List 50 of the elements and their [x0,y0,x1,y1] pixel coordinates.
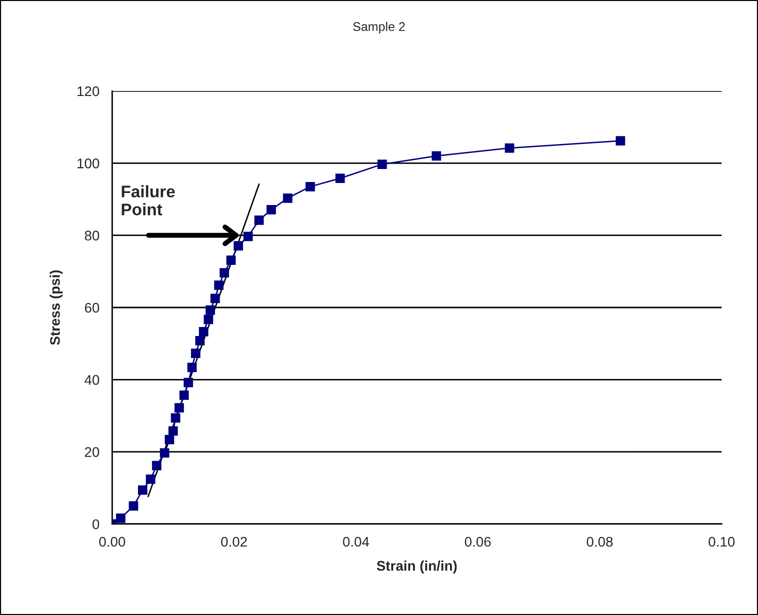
x-tick-label: 0.08 [586,536,613,547]
point [204,314,214,324]
point [164,434,174,444]
x-tick-label: 0.10 [708,536,735,547]
point [377,160,387,169]
y-tick-label: 20 [84,447,100,457]
point [198,326,208,336]
point [138,485,148,495]
chart-title: Sample 2 [353,22,405,34]
y-tick-label: 80 [84,230,100,241]
point [174,403,184,412]
point [190,348,200,358]
y-tick-label: 120 [78,86,100,96]
point [195,336,205,346]
point [184,378,194,388]
x-axis-title: Strain (in/in) [376,560,457,574]
x-tick-label: 0.04 [342,536,370,547]
point [226,256,236,265]
point [179,390,189,400]
y-tick-label: 40 [84,374,100,385]
point [214,280,224,290]
point [210,294,220,304]
point [220,268,230,278]
point [234,241,244,250]
point [146,474,156,484]
point [283,193,292,203]
x-tick-label: 0.00 [99,536,126,547]
y-tick-label: 100 [78,158,100,168]
point [616,136,626,146]
annotation: Failure Point [122,185,175,216]
point [160,448,170,458]
point [170,413,180,423]
point [152,460,162,470]
y-tick-label: 0 [92,519,100,530]
point [335,174,345,184]
point [254,216,264,225]
x-tick-label: 0.06 [464,536,491,547]
x-tick-label: 0.02 [221,536,247,547]
point [432,151,442,161]
y-axis-title: Stress (psi) [50,270,63,345]
point [266,205,276,214]
point [187,362,197,372]
point [128,501,138,511]
point [116,514,126,523]
point [504,143,514,153]
y-tick-label: 60 [84,302,100,313]
point [243,232,253,242]
point [206,305,215,315]
point [168,426,178,436]
point [306,182,315,192]
